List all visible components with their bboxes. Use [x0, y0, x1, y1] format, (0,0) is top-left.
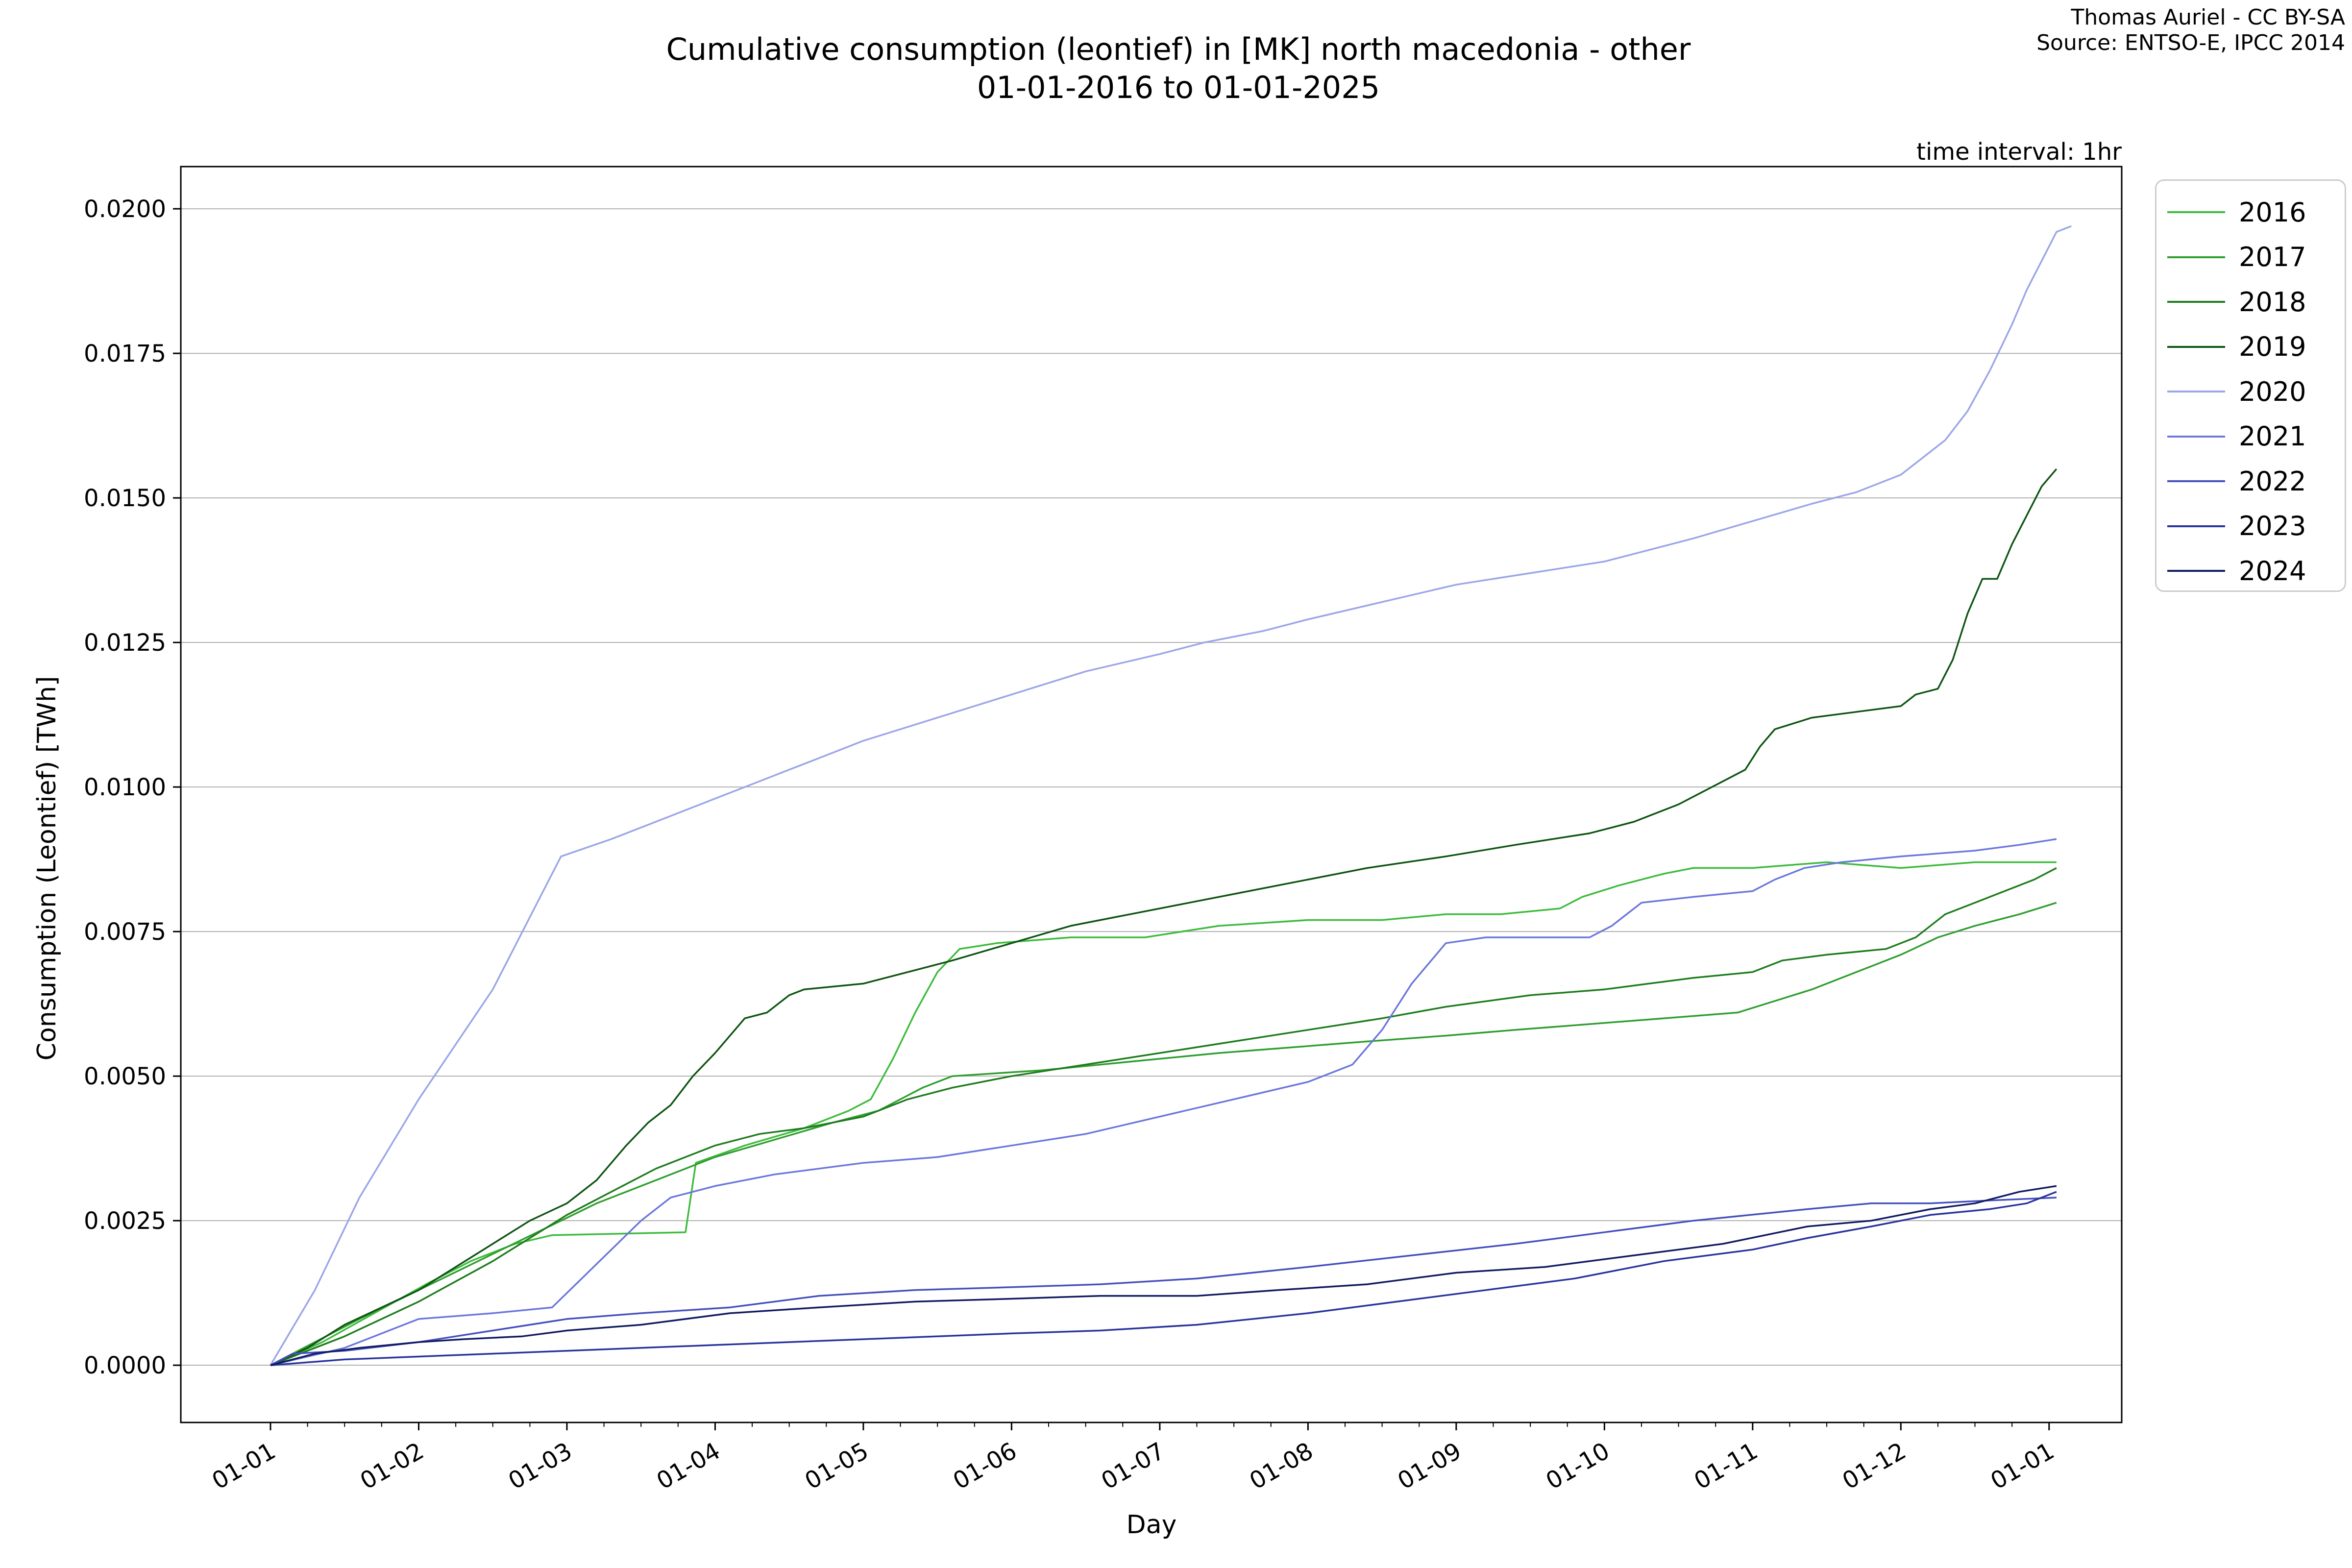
series-line-2016 — [270, 861, 2057, 1366]
legend-label: 2021 — [2239, 421, 2306, 452]
legend-line-swatch-2024 — [2167, 570, 2225, 572]
series-line-2021 — [270, 838, 2057, 1366]
series-line-2018 — [270, 867, 2057, 1366]
y-tick-label: 0.0125 — [84, 629, 166, 657]
legend-line-swatch-2021 — [2167, 435, 2225, 438]
legend-item-2016: 2016 — [2156, 190, 2345, 235]
x-tick-label: 01-11 — [1690, 1437, 1763, 1495]
legend-label: 2023 — [2239, 511, 2306, 541]
legend-item-2020: 2020 — [2156, 369, 2345, 414]
series-group — [270, 225, 2072, 1366]
x-tick-label: 01-06 — [949, 1437, 1022, 1495]
legend-line-swatch-2023 — [2167, 525, 2225, 527]
x-tick-label: 01-07 — [1097, 1437, 1170, 1495]
legend-item-2022: 2022 — [2156, 459, 2345, 504]
y-tick-label: 0.0100 — [84, 774, 166, 801]
y-tick-label: 0.0000 — [84, 1352, 166, 1379]
x-tick-label: 01-09 — [1393, 1437, 1466, 1495]
x-tick-label: 01-02 — [356, 1437, 429, 1495]
series-line-2020 — [270, 225, 2072, 1366]
y-tick-label: 0.0025 — [84, 1207, 166, 1235]
x-axis-label: Day — [1126, 1510, 1177, 1540]
legend-item-2021: 2021 — [2156, 414, 2345, 459]
legend-label: 2022 — [2239, 466, 2306, 497]
time-interval-annotation: time interval: 1hr — [1916, 138, 2122, 166]
y-tick-label: 0.0050 — [84, 1063, 166, 1090]
y-tick-label: 0.0175 — [84, 340, 166, 368]
chart-title-block: Cumulative consumption (leontief) in [MK… — [666, 30, 1691, 107]
series-line-2023 — [270, 1191, 2057, 1366]
legend-item-2019: 2019 — [2156, 324, 2345, 369]
y-tick-label: 0.0150 — [84, 485, 166, 512]
credit-block: Thomas Auriel - CC BY-SA Source: ENTSO-E… — [2036, 5, 2345, 56]
x-tick-label: 01-05 — [800, 1437, 873, 1495]
series-line-2022 — [270, 1197, 2057, 1366]
chart-subtitle: 01-01-2016 to 01-01-2025 — [977, 70, 1380, 105]
legend-label: 2019 — [2239, 331, 2306, 362]
legend-item-2024: 2024 — [2156, 548, 2345, 593]
series-line-2019 — [270, 468, 2058, 1366]
legend-line-swatch-2018 — [2167, 301, 2225, 303]
legend-item-2018: 2018 — [2156, 279, 2345, 324]
series-line-2024 — [270, 1185, 2057, 1366]
legend-label: 2016 — [2239, 196, 2306, 228]
legend-line-swatch-2022 — [2167, 480, 2225, 482]
x-tick-label: 01-03 — [504, 1437, 577, 1495]
y-tick-label: 0.0200 — [84, 196, 166, 223]
legend-line-swatch-2020 — [2167, 391, 2225, 392]
legend-line-swatch-2016 — [2167, 211, 2225, 213]
x-tick-label: 01-12 — [1838, 1437, 1911, 1495]
x-tick-label: 01-04 — [652, 1437, 725, 1495]
x-tick-label: 01-08 — [1245, 1437, 1318, 1495]
legend-label: 2024 — [2239, 555, 2306, 587]
legend-line-swatch-2019 — [2167, 345, 2225, 348]
legend-item-2023: 2023 — [2156, 504, 2345, 549]
legend-label: 2017 — [2239, 242, 2306, 272]
x-tick-label: 01-10 — [1542, 1437, 1615, 1495]
credit-source: Source: ENTSO-E, IPCC 2014 — [2036, 30, 2345, 55]
chart-title: Cumulative consumption (leontief) in [MK… — [666, 31, 1691, 67]
x-tick-label: 01-01 — [1986, 1437, 2059, 1495]
axes-spines — [180, 166, 2123, 1423]
credit-author: Thomas Auriel - CC BY-SA — [2071, 5, 2345, 30]
legend: 2016 2017 2018 2019 2020 2021 2022 2023 2024 — [2155, 179, 2346, 592]
x-tick-label: 01-01 — [207, 1437, 280, 1495]
legend-item-2017: 2017 — [2156, 235, 2345, 280]
legend-line-swatch-2017 — [2167, 256, 2225, 258]
legend-label: 2020 — [2239, 376, 2306, 407]
y-tick-label: 0.0075 — [84, 918, 166, 946]
legend-label: 2018 — [2239, 286, 2306, 318]
